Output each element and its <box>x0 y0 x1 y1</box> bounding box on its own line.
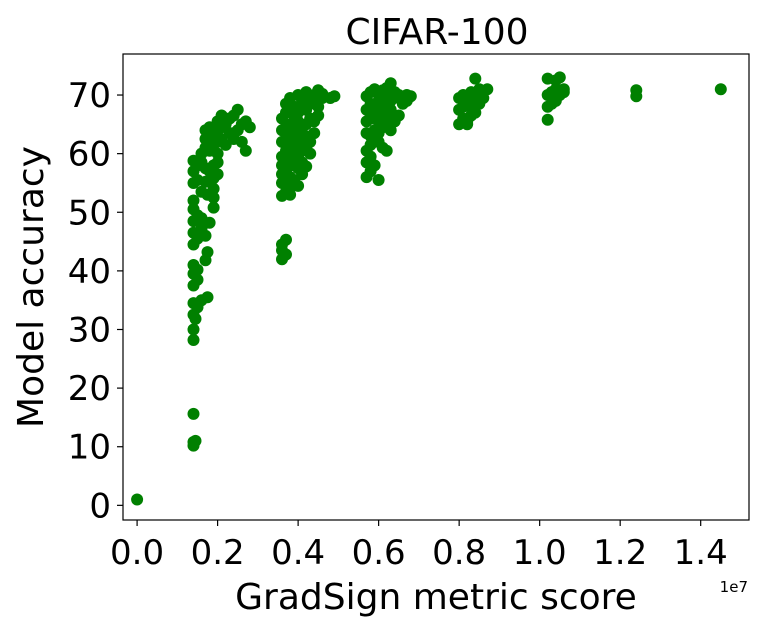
data-point <box>207 191 220 204</box>
data-point <box>211 147 224 160</box>
x-tick-label: 0.0 <box>110 533 164 573</box>
data-point <box>280 233 292 246</box>
data-point <box>199 229 212 242</box>
data-point <box>187 154 200 167</box>
data-point <box>227 127 240 140</box>
data-point <box>481 83 494 96</box>
data-point <box>203 216 216 229</box>
data-point <box>380 144 393 157</box>
data-point <box>201 291 214 304</box>
data-point <box>187 323 200 336</box>
y-tick-label: 0 <box>89 486 111 526</box>
x-tick-label: 0.4 <box>271 533 325 573</box>
data-point <box>630 84 643 97</box>
data-point <box>714 83 727 96</box>
data-point <box>400 94 413 107</box>
y-tick-label: 50 <box>68 193 111 233</box>
data-point <box>187 203 200 216</box>
y-tick-label: 30 <box>68 310 111 350</box>
points-layer <box>131 71 727 506</box>
data-point <box>553 71 566 84</box>
data-point <box>207 182 220 195</box>
data-point <box>296 168 309 181</box>
x-axis-label: GradSign metric score <box>235 577 637 618</box>
x-axis-offset-label: 1e7 <box>720 578 748 596</box>
x-tick-label: 1.4 <box>674 533 728 573</box>
data-point <box>207 201 220 214</box>
x-tick-label: 0.6 <box>352 533 406 573</box>
y-tick-label: 60 <box>68 135 111 175</box>
data-point <box>469 72 482 85</box>
y-axis-ticks: 0 10 20 30 40 50 60 70 <box>68 76 123 526</box>
data-point <box>187 334 200 346</box>
x-axis-ticks: 0.0 0.2 0.4 0.6 0.8 1.0 1.2 1.4 <box>110 520 728 573</box>
data-point <box>219 112 232 125</box>
data-point <box>284 188 297 201</box>
y-tick-label: 40 <box>68 252 111 292</box>
data-point <box>308 127 321 140</box>
data-point <box>328 90 341 103</box>
data-point <box>219 138 232 151</box>
chart-title: CIFAR-100 <box>345 12 528 53</box>
data-point <box>557 83 570 96</box>
data-point <box>187 259 200 271</box>
data-point <box>243 121 256 134</box>
data-point <box>189 434 202 447</box>
data-point <box>201 246 214 259</box>
plot-frame <box>122 53 750 521</box>
y-tick-label: 10 <box>68 428 111 468</box>
x-tick-label: 0.2 <box>191 533 245 573</box>
x-tick-label: 1.0 <box>513 533 567 573</box>
data-point <box>239 144 252 157</box>
data-point <box>231 103 244 116</box>
x-tick-label: 0.8 <box>432 533 486 573</box>
data-point <box>187 407 200 420</box>
data-point <box>187 194 200 207</box>
data-point <box>211 156 224 169</box>
data-point <box>304 147 317 160</box>
data-point <box>392 109 405 122</box>
data-point <box>211 168 224 181</box>
data-point <box>292 179 305 192</box>
data-point <box>372 174 385 186</box>
y-axis-label: Model accuracy <box>11 146 52 428</box>
data-point <box>461 118 474 131</box>
data-point <box>292 150 305 163</box>
data-point <box>131 493 144 506</box>
data-point <box>541 113 554 126</box>
x-tick-label: 1.2 <box>593 533 647 573</box>
y-tick-label: 20 <box>68 369 111 409</box>
data-point <box>312 109 325 122</box>
y-tick-label: 70 <box>68 76 111 116</box>
